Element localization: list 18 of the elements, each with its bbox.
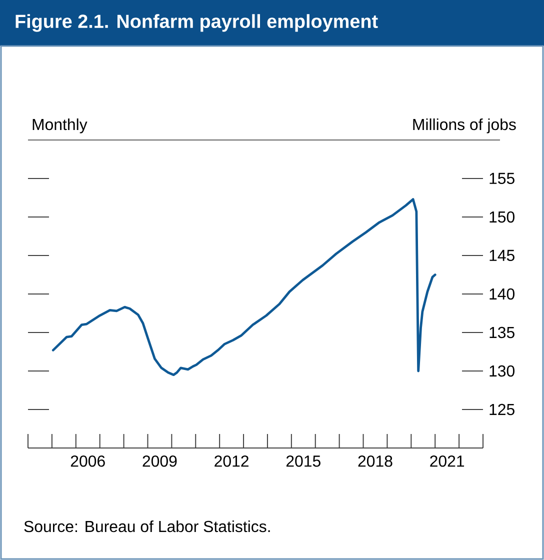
x-tick-label: 2012	[214, 456, 248, 467]
line-series	[52, 198, 436, 376]
y-tick-label: 130	[490, 365, 514, 377]
x-tick-label: 2021	[430, 456, 464, 467]
source-note: Source: Bureau of Labor Statistics.	[24, 520, 270, 532]
y-tick-label: 135	[490, 326, 514, 338]
y-tick-label: 155	[490, 172, 514, 184]
x-tick-label: 2018	[358, 456, 392, 467]
x-tick-label: 2015	[286, 456, 320, 467]
y-tick-label: 150	[490, 211, 514, 223]
chart-subtitle: Monthly	[32, 118, 88, 134]
y-tick-label: 140	[490, 288, 514, 300]
x-tick-label: 2006	[70, 456, 105, 467]
y-tick-label: 125	[490, 404, 514, 416]
y-axis-title: Millions of jobs	[413, 118, 516, 134]
x-tick-label: 2009	[142, 456, 177, 467]
y-tick-label: 145	[490, 250, 514, 262]
chart-title: Figure 2.1. Nonfarm payroll employment	[16, 14, 378, 32]
